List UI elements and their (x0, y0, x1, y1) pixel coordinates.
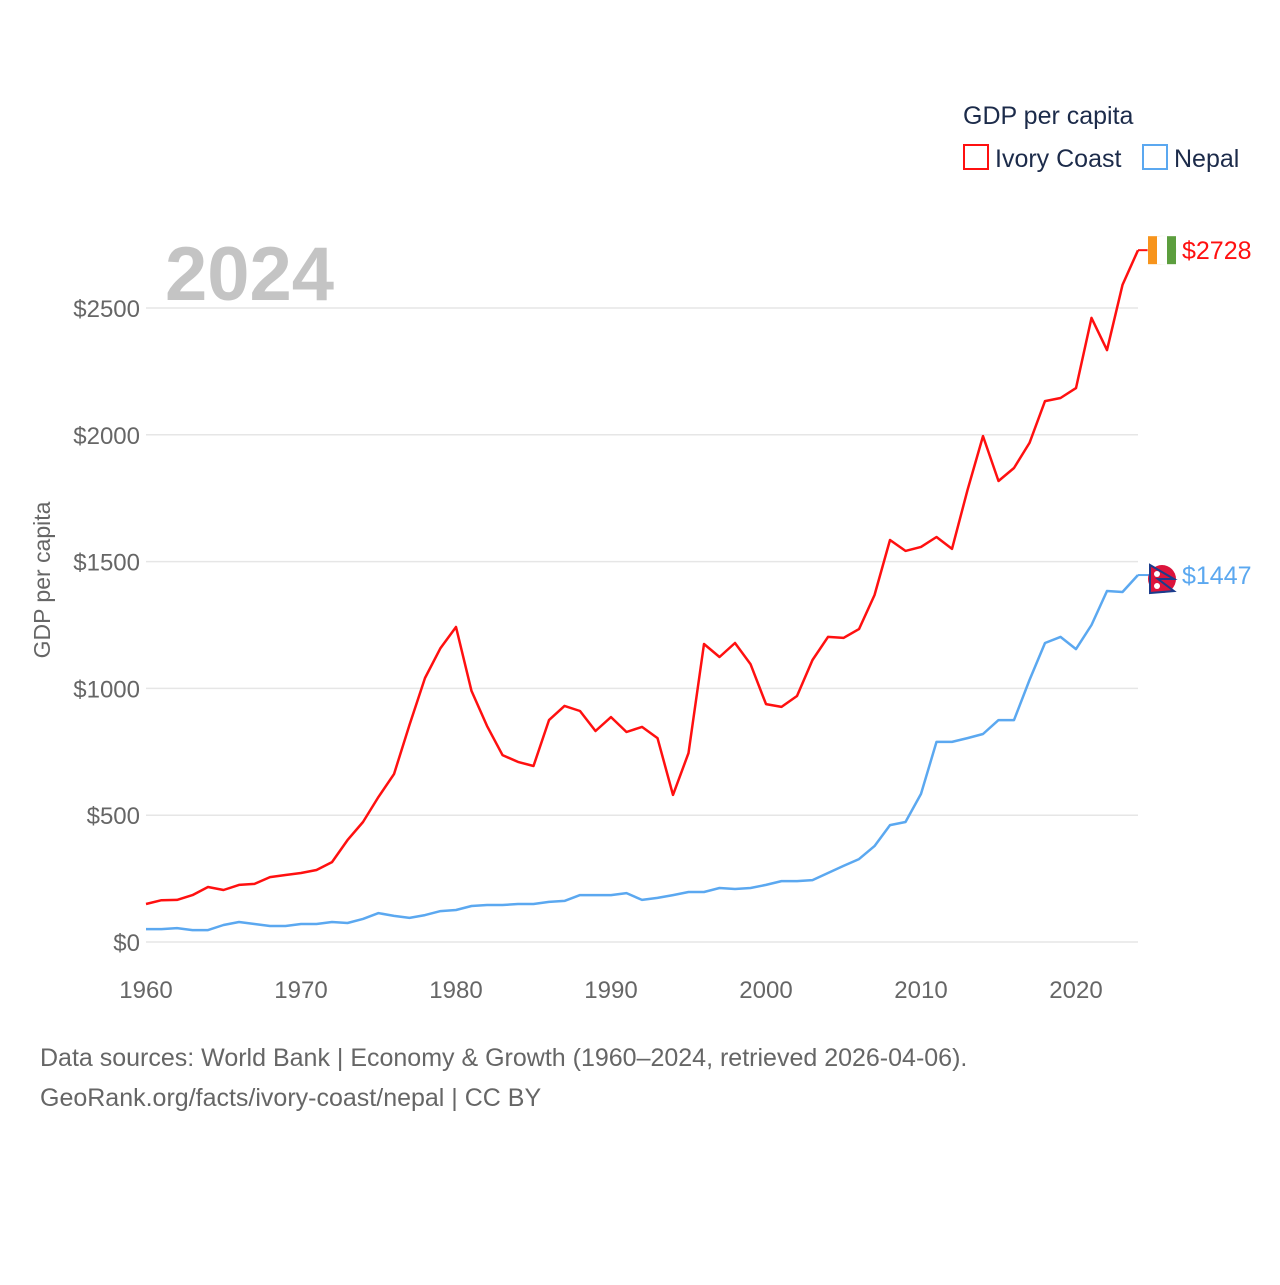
legend-item[interactable]: Ivory Coast (963, 144, 1121, 173)
x-tick-label: 1970 (274, 977, 327, 1004)
y-tick-label: $500 (87, 803, 140, 830)
year-watermark: 2024 (165, 232, 334, 317)
footer-attribution: GeoRank.org/facts/ivory-coast/nepal | CC… (40, 1084, 542, 1112)
legend-swatch (1142, 144, 1168, 170)
end-value-label: $1447 (1182, 562, 1252, 590)
series-line-ivory-coast (145, 249, 1140, 906)
x-tick-label: 1990 (584, 977, 637, 1004)
legend-swatch (963, 144, 989, 170)
y-axis-label: GDP per capita (29, 501, 55, 658)
x-tick-label: 2010 (894, 977, 947, 1004)
series-line-nepal (146, 574, 1139, 932)
x-tick-label: 1980 (429, 977, 482, 1004)
end-value-label: $2728 (1182, 237, 1252, 265)
y-tick-label: $2500 (73, 296, 140, 323)
footer-sources: Data sources: World Bank | Economy & Gro… (40, 1044, 968, 1072)
legend-label: Nepal (1174, 145, 1239, 173)
ivory-coast-flag-icon (1147, 235, 1177, 265)
legend-label: Ivory Coast (995, 145, 1121, 173)
y-tick-label: $1500 (73, 550, 140, 577)
x-tick-label: 1960 (119, 977, 172, 1004)
y-tick-label: $2000 (73, 423, 140, 450)
legend-item[interactable]: Nepal (1142, 144, 1239, 173)
x-tick-label: 2000 (739, 977, 792, 1004)
y-tick-label: $1000 (73, 676, 140, 703)
nepal-flag-icon (1148, 563, 1178, 595)
legend-title: GDP per capita (963, 102, 1134, 130)
y-tick-label: $0 (113, 930, 140, 957)
x-tick-label: 2020 (1049, 977, 1102, 1004)
